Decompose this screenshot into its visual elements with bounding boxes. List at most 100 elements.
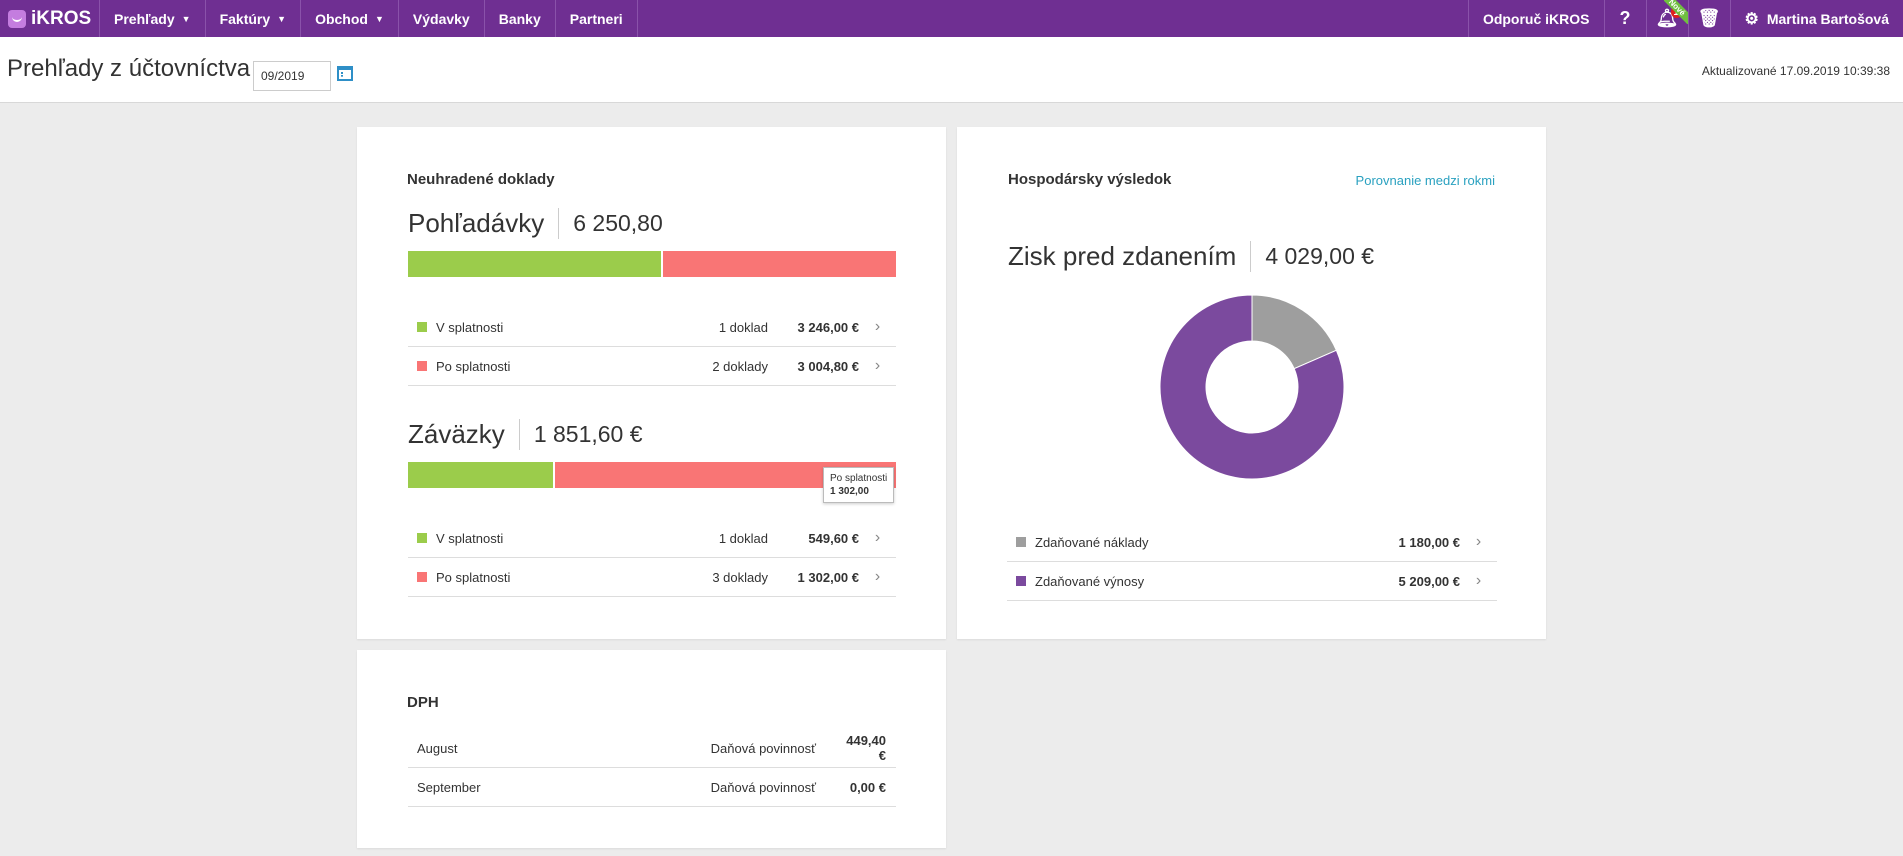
card-title: Hospodársky výsledok (1008, 171, 1172, 188)
unpaid-card: Neuhradené doklady Pohľadávky 6 250,80 V… (357, 127, 946, 639)
result-row-revenues[interactable]: Zdaňované výnosy 5 209,00 € › (1007, 562, 1497, 601)
tooltip-value: 1 302,00 (830, 486, 869, 497)
calendar-icon[interactable] (337, 66, 353, 81)
row-amount: 3 246,00 € (797, 319, 859, 335)
green-swatch-icon (417, 322, 427, 332)
vat-value: 0,00 € (849, 779, 886, 795)
nav-label: Partneri (569, 10, 623, 27)
row-name: Po splatnosti (436, 569, 511, 585)
page-header: Prehľady z účtovníctva Aktualizované 17.… (0, 37, 1903, 103)
receivables-value: 6 250,80 (573, 210, 663, 236)
chevron-right-icon[interactable]: › (1475, 533, 1482, 550)
card-title: Neuhradené doklady (407, 171, 555, 188)
result-row-costs[interactable]: Zdaňované náklady 1 180,00 € › (1007, 523, 1497, 562)
chevron-right-icon[interactable]: › (874, 529, 881, 546)
nav-label: Obchod (315, 10, 368, 27)
row-count: 2 doklady (712, 358, 768, 374)
recommend-label: Odporuč iKROS (1482, 10, 1590, 27)
new-ribbon: Nové (1663, 0, 1688, 24)
row-name: Zdaňované náklady (1035, 534, 1149, 550)
chevron-right-icon[interactable]: › (874, 318, 881, 335)
recommend-link[interactable]: Odporuč iKROS (1467, 0, 1604, 37)
row-amount: 3 004,80 € (797, 358, 859, 374)
nav-item-faktury[interactable]: Faktúry ▼ (206, 0, 302, 37)
chevron-right-icon[interactable]: › (874, 357, 881, 374)
receivables-label: Pohľadávky (408, 208, 560, 239)
row-count: 1 doklad (718, 319, 768, 335)
trash-button[interactable]: 🗑︎ (1687, 0, 1730, 37)
nav-item-prehlady[interactable]: Prehľady ▼ (100, 0, 206, 37)
result-rows: Zdaňované náklady 1 180,00 € › Zdaňované… (1007, 523, 1497, 601)
payables-value: 1 851,60 € (533, 421, 643, 447)
main-nav: Prehľady ▼ Faktúry ▼ Obchod ▼ Výdavky Banky… (100, 0, 638, 37)
ikros-logo[interactable]: iKROS (0, 0, 100, 37)
profit-value: 4 029,00 € (1265, 243, 1375, 269)
bar-segment-due[interactable] (408, 462, 553, 488)
payables-rows: V splatnosti 1 doklad 549,60 € › Po spla… (408, 519, 896, 597)
nav-item-vydavky[interactable]: Výdavky (399, 0, 485, 37)
row-amount: 5 209,00 € (1398, 573, 1460, 589)
result-donut-chart (1160, 295, 1344, 479)
donut-slice-revenues[interactable] (1160, 295, 1344, 479)
row-name: V splatnosti (436, 319, 504, 335)
nav-label: Výdavky (412, 10, 470, 27)
compare-years-link[interactable]: Porovnanie medzi rokmi (1355, 173, 1495, 188)
row-count: 1 doklad (718, 530, 768, 546)
vat-rows: August Daňová povinnosť 449,40 € Septemb… (408, 729, 896, 807)
receivables-summary: Pohľadávky 6 250,80 (408, 208, 663, 239)
red-swatch-icon (417, 572, 427, 582)
row-count: 3 doklady (712, 569, 768, 585)
payables-row-overdue[interactable]: Po splatnosti 3 doklady 1 302,00 € › (408, 558, 896, 597)
logo-text: iKROS (31, 7, 92, 29)
nav-label: Faktúry (219, 10, 271, 27)
tooltip-title: Po splatnosti (830, 473, 888, 484)
bar-segment-due[interactable] (408, 251, 662, 277)
updated-timestamp: Aktualizované 17.09.2019 10:39:38 (1701, 64, 1890, 78)
bar-segment-overdue[interactable] (661, 251, 896, 277)
profit-summary: Zisk pred zdanením 4 029,00 € (1008, 241, 1374, 272)
vat-month: September (417, 779, 481, 795)
vat-row-september: September Daňová povinnosť 0,00 € (408, 768, 896, 807)
chevron-right-icon[interactable]: › (1475, 572, 1482, 589)
caret-down-icon: ▼ (374, 13, 384, 24)
receivables-row-overdue[interactable]: Po splatnosti 2 doklady 3 004,80 € › (408, 347, 896, 386)
row-name: Zdaňované výnosy (1035, 573, 1145, 589)
purple-swatch-icon (1016, 576, 1026, 586)
help-button[interactable]: ? (1603, 0, 1646, 37)
nav-item-banky[interactable]: Banky (485, 0, 556, 37)
user-menu[interactable]: ⚙︎ Martina Bartošová (1729, 0, 1903, 37)
new-ribbon-label: Nové (1663, 0, 1688, 24)
help-icon: ? (1619, 8, 1631, 28)
vat-label: Daňová povinnosť (710, 779, 816, 795)
bar-tooltip: Po splatnosti 1 302,00 (823, 467, 895, 503)
vat-row-august: August Daňová povinnosť 449,40 € (408, 729, 896, 768)
notifications-button[interactable]: 🔔︎ 1 Nové (1645, 0, 1688, 37)
gray-swatch-icon (1016, 537, 1026, 547)
vat-month: August (417, 740, 458, 756)
row-amount: 1 180,00 € (1398, 534, 1460, 550)
result-card: Hospodársky výsledok Porovnanie medzi ro… (957, 127, 1546, 639)
chevron-right-icon[interactable]: › (874, 568, 881, 585)
receivables-rows: V splatnosti 1 doklad 3 246,00 € › Po sp… (408, 308, 896, 386)
payables-label: Záväzky (408, 419, 520, 450)
page-title: Prehľady z účtovníctva (7, 55, 251, 82)
caret-down-icon: ▼ (181, 13, 191, 24)
logo-icon (8, 9, 26, 28)
user-name: Martina Bartošová (1766, 10, 1889, 27)
payables-row-due[interactable]: V splatnosti 1 doklad 549,60 € › (408, 519, 896, 558)
red-swatch-icon (417, 361, 427, 371)
period-input[interactable] (253, 61, 331, 91)
nav-item-partneri[interactable]: Partneri (556, 0, 638, 37)
trash-icon: 🗑︎ (1697, 8, 1721, 28)
caret-down-icon: ▼ (277, 13, 287, 24)
nav-label: Prehľady (114, 10, 175, 27)
row-amount: 549,60 € (808, 530, 859, 546)
vat-label: Daňová povinnosť (710, 740, 816, 756)
nav-item-obchod[interactable]: Obchod ▼ (301, 0, 399, 37)
row-name: Po splatnosti (436, 358, 511, 374)
receivables-row-due[interactable]: V splatnosti 1 doklad 3 246,00 € › (408, 308, 896, 347)
vat-card: DPH August Daňová povinnosť 449,40 € Sep… (357, 650, 946, 848)
receivables-bar[interactable] (408, 251, 896, 277)
vat-value: 449,40 € (846, 733, 886, 763)
nav-label: Banky (498, 10, 541, 27)
